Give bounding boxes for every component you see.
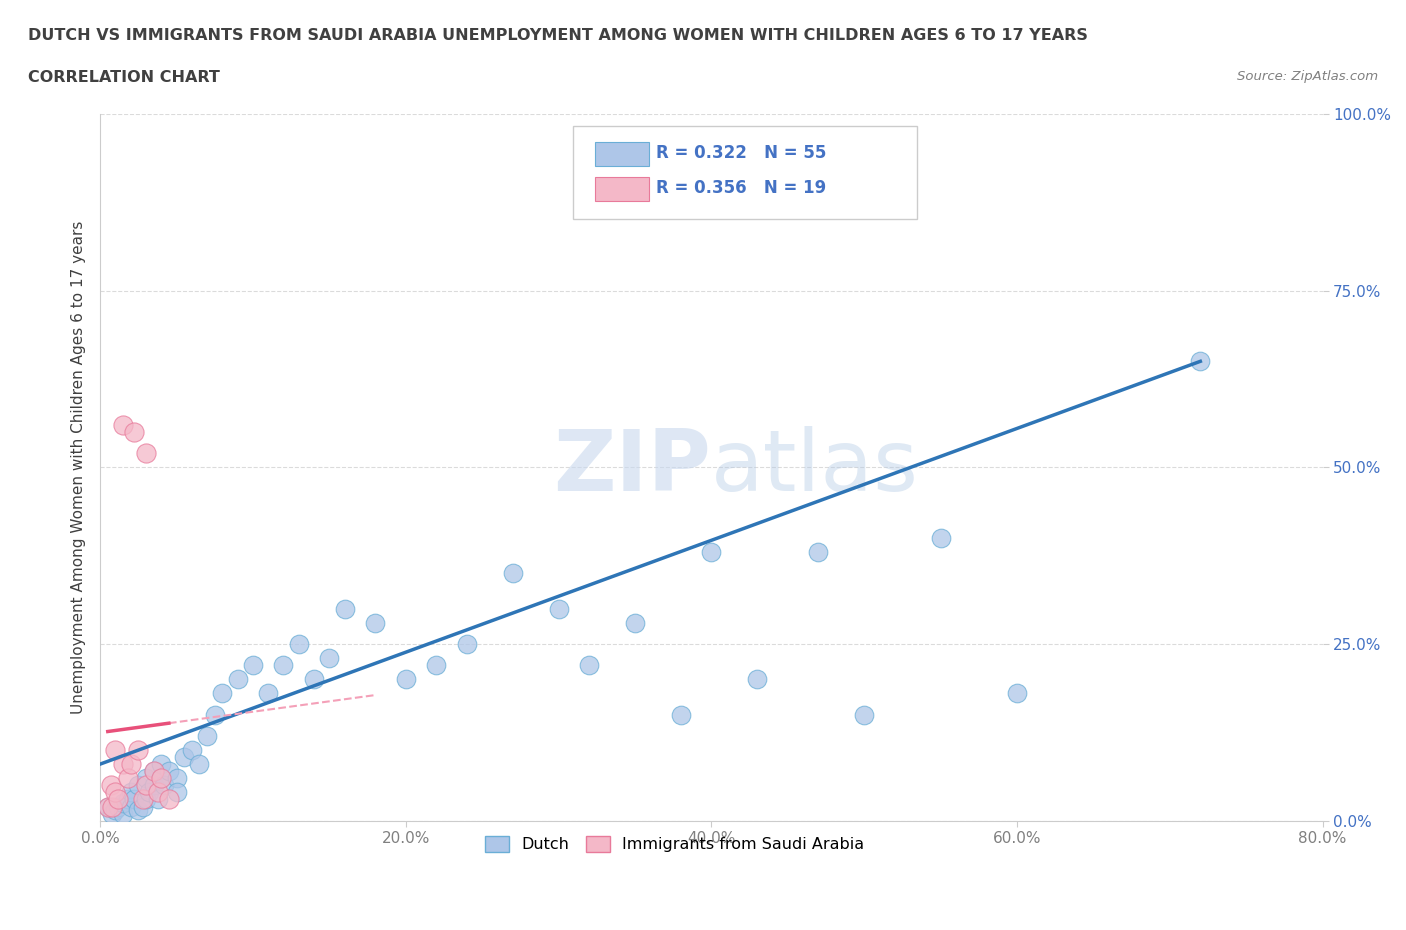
Point xyxy=(807,545,830,560)
Text: R = 0.356   N = 19: R = 0.356 N = 19 xyxy=(657,179,827,197)
Point xyxy=(242,658,264,672)
Point xyxy=(122,792,145,807)
Point xyxy=(211,686,233,701)
Point xyxy=(112,418,135,432)
Point xyxy=(173,750,195,764)
Point xyxy=(1005,686,1028,701)
Point xyxy=(112,806,135,821)
Point xyxy=(669,707,692,722)
Point xyxy=(132,792,155,807)
Point xyxy=(257,686,280,701)
Point xyxy=(117,771,139,786)
Point xyxy=(273,658,295,672)
Point xyxy=(157,792,180,807)
Point xyxy=(166,771,188,786)
FancyBboxPatch shape xyxy=(574,126,917,219)
Point xyxy=(138,785,160,800)
Text: R = 0.322   N = 55: R = 0.322 N = 55 xyxy=(657,144,827,162)
Point xyxy=(1189,354,1212,369)
Point xyxy=(425,658,447,672)
Text: DUTCH VS IMMIGRANTS FROM SAUDI ARABIA UNEMPLOYMENT AMONG WOMEN WITH CHILDREN AGE: DUTCH VS IMMIGRANTS FROM SAUDI ARABIA UN… xyxy=(28,28,1088,43)
Point xyxy=(318,651,340,666)
Point xyxy=(142,764,165,778)
Text: atlas: atlas xyxy=(711,426,920,509)
Point xyxy=(153,777,176,792)
Point xyxy=(333,601,356,616)
Point xyxy=(117,792,139,807)
Point xyxy=(107,792,129,807)
Point xyxy=(150,771,173,786)
Text: Source: ZipAtlas.com: Source: ZipAtlas.com xyxy=(1237,70,1378,83)
Point xyxy=(135,445,157,460)
Point xyxy=(364,616,387,631)
Point xyxy=(135,792,157,807)
Text: CORRELATION CHART: CORRELATION CHART xyxy=(28,70,219,85)
Point xyxy=(122,425,145,440)
Point xyxy=(747,671,769,686)
Point xyxy=(624,616,647,631)
Point xyxy=(395,671,418,686)
Point xyxy=(180,742,202,757)
Point xyxy=(112,795,135,810)
Point xyxy=(120,757,142,772)
Point xyxy=(120,799,142,814)
FancyBboxPatch shape xyxy=(595,177,650,201)
Point xyxy=(97,799,120,814)
Point xyxy=(157,764,180,778)
Point xyxy=(104,803,127,817)
Point xyxy=(97,799,120,814)
Point xyxy=(135,771,157,786)
Point xyxy=(166,785,188,800)
Point xyxy=(700,545,723,560)
Point xyxy=(456,636,478,651)
Point xyxy=(502,565,524,580)
Point xyxy=(127,742,149,757)
Point xyxy=(142,777,165,792)
Point xyxy=(112,757,135,772)
Point xyxy=(226,671,249,686)
Point xyxy=(547,601,569,616)
Point xyxy=(120,785,142,800)
Point xyxy=(107,799,129,814)
Point xyxy=(135,777,157,792)
Point xyxy=(578,658,600,672)
Point xyxy=(100,777,122,792)
Point xyxy=(142,764,165,778)
Point xyxy=(127,777,149,792)
Point xyxy=(302,671,325,686)
Point xyxy=(148,785,170,800)
Point xyxy=(204,707,226,722)
Point xyxy=(132,799,155,814)
Text: ZIP: ZIP xyxy=(554,426,711,509)
Point xyxy=(101,806,124,821)
Point xyxy=(127,803,149,817)
Point xyxy=(101,799,124,814)
Point xyxy=(195,728,218,743)
Point xyxy=(150,771,173,786)
Point xyxy=(104,742,127,757)
Y-axis label: Unemployment Among Women with Children Ages 6 to 17 years: Unemployment Among Women with Children A… xyxy=(72,220,86,714)
Point xyxy=(929,530,952,545)
Point xyxy=(104,785,127,800)
Legend: Dutch, Immigrants from Saudi Arabia: Dutch, Immigrants from Saudi Arabia xyxy=(478,830,870,858)
Point xyxy=(853,707,876,722)
FancyBboxPatch shape xyxy=(595,141,650,166)
Point xyxy=(188,757,211,772)
Point xyxy=(288,636,311,651)
Point xyxy=(148,792,170,807)
Point xyxy=(150,757,173,772)
